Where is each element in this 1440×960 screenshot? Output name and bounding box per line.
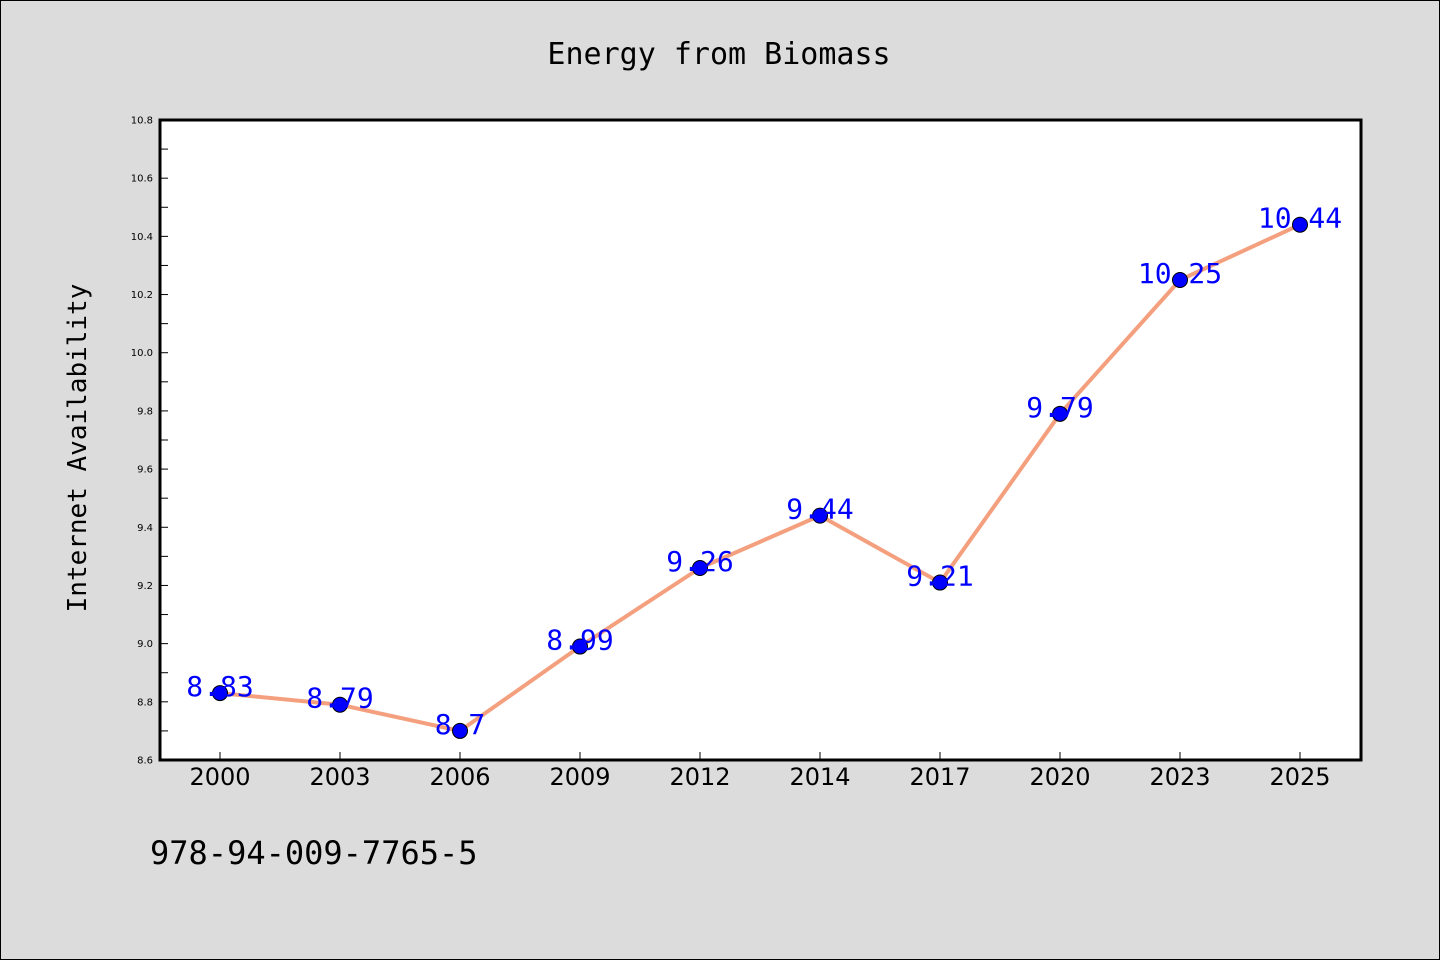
x-tick-label: 2020 [1029, 763, 1090, 791]
y-tick-label: 9.2 [137, 581, 153, 592]
data-label: 8.83 [186, 670, 253, 703]
x-tick-label: 2012 [669, 763, 730, 791]
y-tick-label: 10.6 [131, 174, 153, 185]
data-point [572, 638, 588, 655]
data-point [1052, 405, 1068, 422]
data-point [812, 507, 828, 524]
y-tick-label: 8.8 [137, 697, 153, 708]
chart-title: Energy from Biomass [547, 37, 890, 72]
y-tick-label: 10.4 [131, 232, 153, 243]
x-tick-label: 2014 [789, 763, 850, 791]
data-point [1172, 272, 1188, 288]
x-tick-label: 2006 [429, 763, 490, 791]
data-point [932, 574, 948, 591]
series-layer: 8.83 8.79 8.7 8.99 9.26 9.44 9.21 9.79 10.25 10.4… [186, 202, 1342, 741]
data-label: 10.25 [1138, 257, 1222, 290]
x-tick-label: 2009 [549, 763, 610, 791]
series-line [218, 222, 1302, 733]
data-point [452, 722, 468, 739]
x-axis: 2000 2003 2006 2009 2012 2014 2017 2020 2023 2025 [189, 752, 1331, 791]
y-tick-label: 9.6 [137, 465, 153, 476]
data-point [1292, 216, 1308, 233]
data-label: 9.21 [906, 560, 973, 593]
y-tick-label: 10.0 [131, 348, 153, 359]
y-axis-label: Internet Availability [63, 284, 93, 613]
y-tick-label: 8.6 [137, 756, 153, 767]
y-tick-label: 10.8 [131, 116, 153, 127]
y-axis: 8.6 8.8 9.0 9.2 9.4 9.6 9.8 10.0 10.2 10.4 10.6 10.… [131, 116, 168, 767]
y-tick-label: 10.2 [131, 290, 153, 301]
y-tick-label: 9.4 [137, 523, 153, 534]
x-tick-label: 2023 [1149, 763, 1210, 791]
data-label: 10.44 [1258, 202, 1342, 235]
x-tick-label: 2025 [1269, 763, 1330, 791]
data-label: 8.7 [435, 708, 486, 741]
data-label: 9.44 [786, 493, 853, 526]
y-tick-label: 9.8 [137, 406, 153, 417]
y-tick-label: 9.0 [137, 639, 153, 650]
x-tick-label: 2000 [189, 763, 250, 791]
isbn-text: 978-94-009-7765-5 [150, 834, 478, 872]
data-label: 8.99 [546, 624, 613, 657]
x-tick-label: 2017 [909, 763, 970, 791]
plot-area [158, 118, 1363, 762]
data-label: 9.26 [666, 545, 733, 578]
data-label: 9.79 [1026, 391, 1093, 424]
data-point [332, 696, 348, 713]
data-point [692, 560, 708, 576]
data-label: 8.79 [306, 682, 373, 715]
data-point [212, 685, 228, 702]
x-tick-label: 2003 [309, 763, 370, 791]
